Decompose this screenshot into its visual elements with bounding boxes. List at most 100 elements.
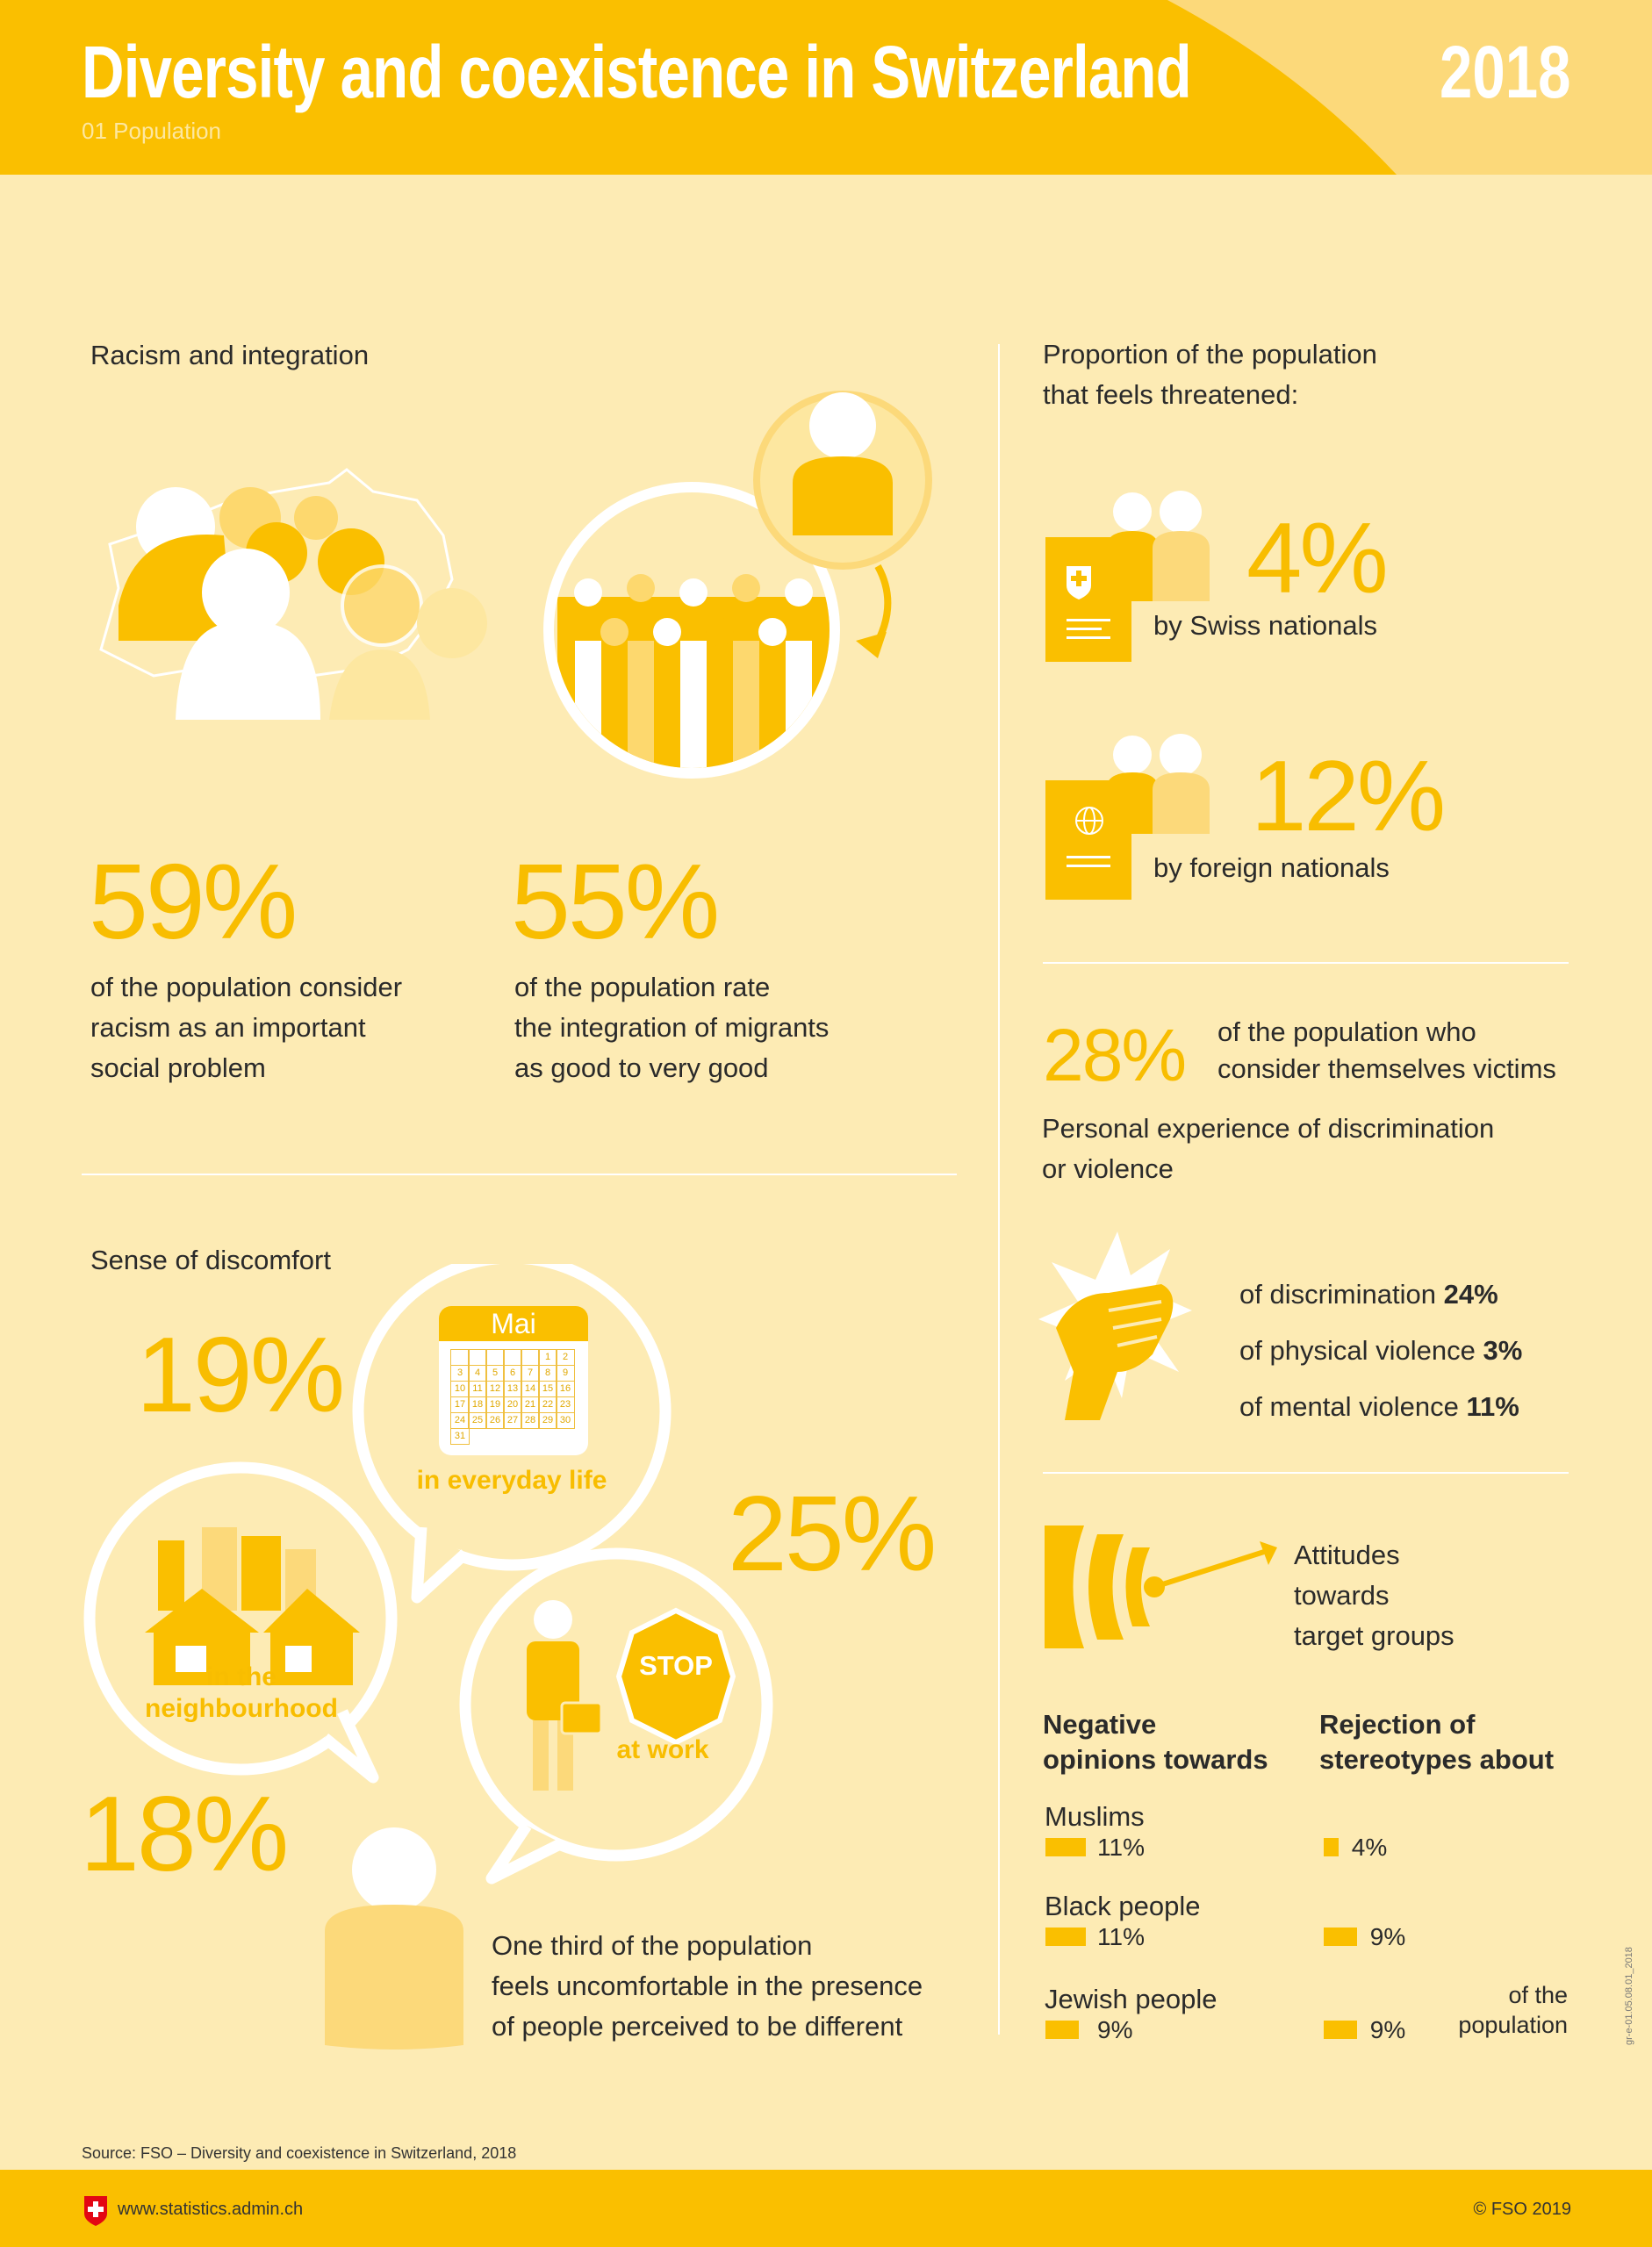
calendar-day: [468, 1349, 487, 1366]
negative-opinion-value: 11%: [1097, 1923, 1145, 1950]
discomfort-bubbles-illustration: [83, 1264, 773, 2050]
experience-list: of discrimination 24% of physical violen…: [1239, 1267, 1522, 1435]
item-label: of physical violence: [1239, 1335, 1476, 1366]
text-line: population: [1458, 2012, 1568, 2038]
integration-stat-value: 55%: [511, 842, 720, 961]
calendar-day: 15: [538, 1381, 557, 1397]
rejection-bar: [1324, 2021, 1357, 2039]
rejection-value: 9%: [1369, 2016, 1406, 2043]
group-name: Black people: [1045, 1891, 1201, 1921]
item-label: of mental violence: [1239, 1391, 1459, 1422]
footer-band: [0, 2170, 1652, 2247]
calendar-day: 31: [450, 1428, 470, 1445]
calendar-day: 23: [556, 1396, 575, 1413]
text-line: consider themselves victims: [1217, 1053, 1556, 1084]
target-icon: [1045, 1526, 1277, 1648]
graphic-code: gr-e-01.05.08.01_2018: [1624, 1947, 1634, 2045]
foreign-passport-icon: [1045, 780, 1131, 900]
item-value: 24%: [1443, 1279, 1498, 1310]
calendar-day: [450, 1349, 470, 1366]
highlighted-person-illustration: [753, 391, 932, 658]
calendar-day: 29: [538, 1412, 557, 1429]
calendar-day: 16: [556, 1381, 575, 1397]
rejection-value: 9%: [1369, 1923, 1406, 1950]
calendar-day: 26: [485, 1412, 505, 1429]
page-subtitle: 01 Population: [82, 118, 222, 144]
calendar-day: 7: [521, 1365, 540, 1382]
section-heading-racism: Racism and integration: [90, 340, 370, 370]
text-line: racism as an important: [90, 1012, 366, 1043]
text-line: Personal experience of discrimination: [1042, 1113, 1495, 1144]
work-label: at work: [616, 1735, 709, 1764]
text-line: Rejection of: [1319, 1709, 1476, 1740]
section-divider: [82, 1174, 957, 1175]
negative-opinion-value: 9%: [1097, 2016, 1133, 2043]
racism-stat-value: 59%: [89, 842, 298, 961]
calendar-day: 3: [450, 1365, 470, 1382]
rejection-value: 4%: [1351, 1834, 1388, 1861]
population-unit-note: of the population: [1404, 1980, 1568, 2040]
victims-value: 28%: [1043, 1014, 1187, 1096]
text-line: that feels threatened:: [1043, 379, 1299, 410]
footer-url-link[interactable]: www.statistics.admin.ch: [118, 2200, 304, 2219]
text-line: of the population consider: [90, 972, 403, 1002]
attitudes-heading: Attitudes towards target groups: [1294, 1535, 1454, 1656]
calendar-day: 18: [468, 1396, 487, 1413]
crowd-map-illustration: [99, 391, 932, 779]
foreign-threat-label: by foreign nationals: [1153, 852, 1390, 883]
experience-heading: Personal experience of discrimination or…: [1042, 1109, 1494, 1189]
section-divider: [1043, 1472, 1569, 1474]
text-line: opinions towards: [1043, 1744, 1268, 1775]
calendar-day: 19: [485, 1396, 505, 1413]
text-line: of the population rate: [514, 972, 771, 1002]
calendar-day: 25: [468, 1412, 487, 1429]
calendar-day: 20: [503, 1396, 522, 1413]
source-note: Source: FSO – Diversity and coexistence …: [82, 2144, 517, 2162]
calendar-day: 28: [521, 1412, 540, 1429]
text-line: or violence: [1042, 1153, 1174, 1184]
calendar-day: 27: [503, 1412, 522, 1429]
neighbourhood-stat-value: 18%: [80, 1774, 289, 1893]
text-line: One third of the population: [492, 1930, 813, 1961]
swiss-threat-label: by Swiss nationals: [1153, 610, 1378, 641]
column-divider: [998, 344, 1000, 2035]
calendar-grid: 1 2 3 4 5 6 7 8 9 10 11 12 13 14 15 16 17 18 19 20 21 22 23 24 2…: [450, 1349, 588, 1445]
threatened-heading: Proportion of the population that feels …: [1043, 334, 1377, 415]
calendar-day: [485, 1349, 505, 1366]
page-title: Diversity and coexistence in Switzerland: [82, 31, 1192, 113]
calendar-day: 6: [503, 1365, 522, 1382]
calendar-day: 10: [450, 1381, 470, 1397]
swiss-threat-value: 4%: [1246, 503, 1389, 614]
calendar-day: 12: [485, 1381, 505, 1397]
text-line: in the: [206, 1662, 277, 1691]
neighbourhood-label: in the neighbourhood: [123, 1662, 360, 1725]
calendar-day: 13: [503, 1381, 522, 1397]
negative-opinion-bar: [1045, 1838, 1087, 1856]
experience-item: of mental violence 11%: [1239, 1379, 1522, 1435]
rejection-bar: [1324, 1928, 1357, 1946]
rejection-stereotypes-header: Rejection of stereotypes about: [1319, 1707, 1554, 1777]
everyday-label: in everyday life: [416, 1466, 607, 1495]
header-diagonal-shape: [1167, 0, 1652, 175]
rejection-bar: [1324, 1838, 1339, 1856]
calendar-day: 11: [468, 1381, 487, 1397]
text-line: the integration of migrants: [514, 1012, 830, 1043]
text-line: of people perceived to be different: [492, 2011, 903, 2042]
text-line: target groups: [1294, 1620, 1454, 1651]
text-line: neighbourhood: [145, 1694, 338, 1723]
negative-opinions-header: Negative opinions towards: [1043, 1707, 1268, 1777]
experience-item: of discrimination 24%: [1239, 1267, 1522, 1323]
passports-illustration: [1045, 491, 1210, 900]
swiss-flag-icon: [84, 2196, 107, 2226]
calendar-day: [521, 1349, 540, 1366]
text-line: Proportion of the population: [1043, 339, 1377, 370]
swiss-passport-icon: [1045, 537, 1131, 662]
discomfort-summary: One third of the population feels uncomf…: [492, 1926, 923, 2047]
calendar-icon: Mai 1 2 3 4 5 6 7 8 9 10 11 12 13 14 15 16 17 18 19 20 21 22 2…: [439, 1306, 588, 1455]
text-line: of the: [1508, 1982, 1568, 2008]
section-divider: [1043, 962, 1569, 964]
year-label: 2018: [1440, 31, 1571, 113]
text-line: of the population who: [1217, 1016, 1476, 1047]
calendar-day: 8: [538, 1365, 557, 1382]
item-value: 3%: [1483, 1335, 1523, 1366]
